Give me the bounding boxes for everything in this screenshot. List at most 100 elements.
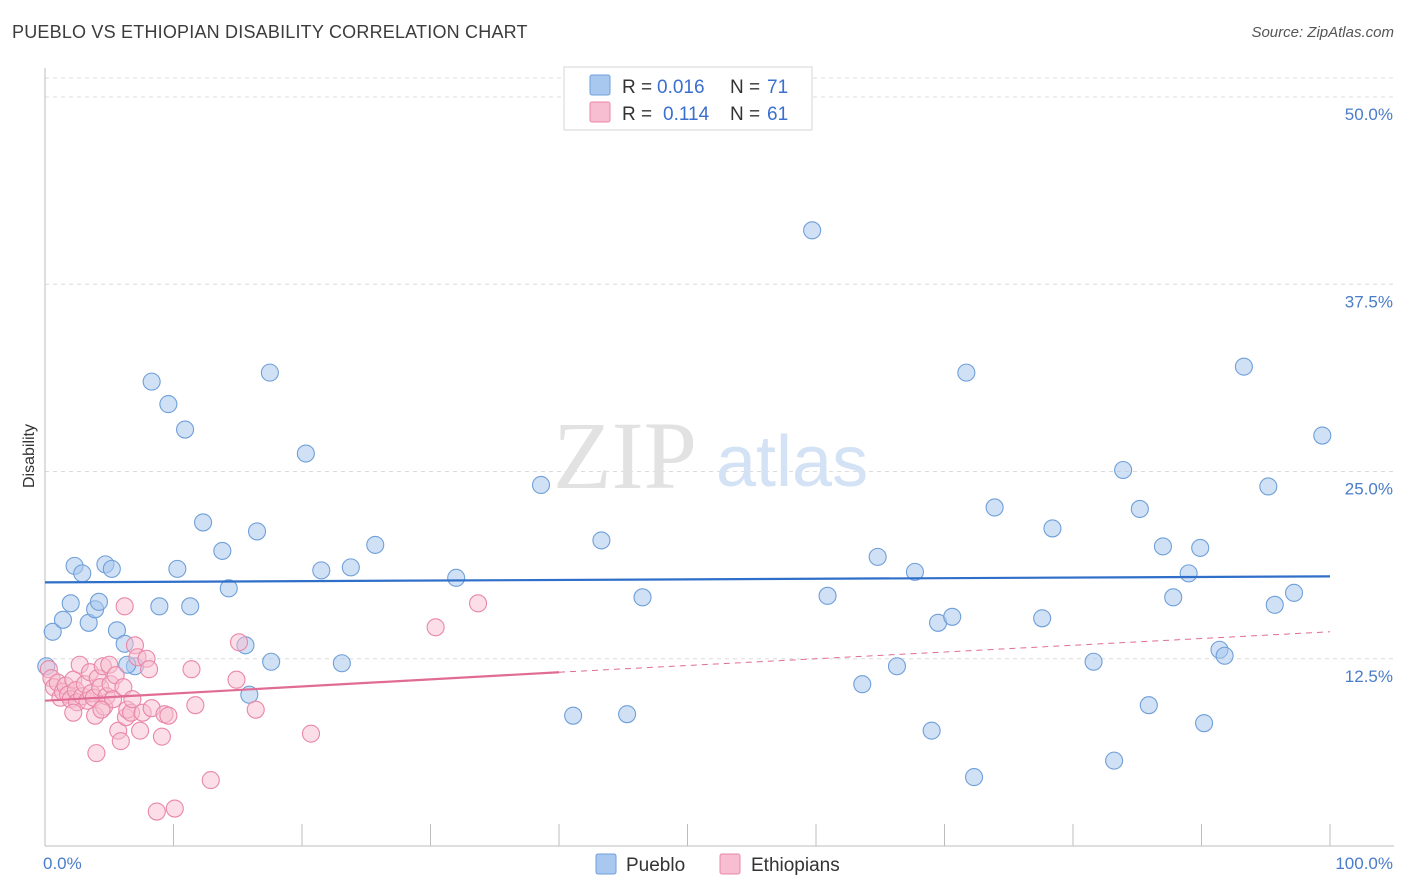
pueblo-point-45 xyxy=(922,721,941,740)
pueblo-point-32 xyxy=(366,535,385,554)
pueblo-point-38 xyxy=(633,588,652,607)
pueblo-point-41 xyxy=(853,675,872,694)
pueblo-point-10 xyxy=(102,559,121,578)
pueblo-point-65 xyxy=(1234,357,1253,376)
legend-n-label-pueblo: N = xyxy=(730,77,760,98)
pueblo-point-61 xyxy=(1191,538,1210,557)
pueblo-point-55 xyxy=(1114,460,1133,480)
pueblo-point-58 xyxy=(1153,537,1172,556)
y-tick-label-0: 12.5% xyxy=(1345,667,1393,686)
legend-n-value-ethiopians: 61 xyxy=(767,104,788,125)
pueblo-point-62 xyxy=(1195,714,1214,733)
pueblo-point-1 xyxy=(43,622,62,641)
pueblo-point-68 xyxy=(1284,583,1304,602)
pueblo-point-42 xyxy=(868,547,887,566)
pueblo-point-30 xyxy=(332,654,351,673)
pueblo-point-21 xyxy=(213,541,232,560)
ethiopians-point-46 xyxy=(152,727,171,746)
pueblo-point-40 xyxy=(818,586,837,605)
y-tick-label-3: 50.0% xyxy=(1345,105,1393,124)
pueblo-point-18 xyxy=(176,420,195,439)
ethiopians-point-45 xyxy=(147,802,166,821)
ethiopians-point-33 xyxy=(115,597,134,616)
chart-title: PUEBLO VS ETHIOPIAN DISABILITY CORRELATI… xyxy=(12,22,528,42)
pueblo-point-19 xyxy=(181,597,200,616)
ethiopians-point-28 xyxy=(104,690,123,709)
pueblo-point-26 xyxy=(260,363,279,382)
pueblo-point-17 xyxy=(168,559,187,578)
legend-box: R = 0.016 N = 71 R = 0.114 N = 61 xyxy=(563,66,813,131)
bottom-legend-label-ethiopians: Ethiopians xyxy=(751,855,840,876)
ethiopians-point-53 xyxy=(227,670,246,689)
pueblo-point-36 xyxy=(592,531,611,550)
pueblo-point-60 xyxy=(1179,564,1198,583)
pueblo-point-48 xyxy=(957,363,976,382)
pueblo-point-29 xyxy=(312,561,331,580)
axes xyxy=(44,68,1394,847)
ethiopians-point-43 xyxy=(140,660,159,679)
ethiopians-point-40 xyxy=(131,721,150,740)
pueblo-point-44 xyxy=(905,562,924,581)
pueblo-point-8 xyxy=(89,592,109,611)
legend-n-value-pueblo: 71 xyxy=(767,77,788,98)
pueblo-point-52 xyxy=(1043,519,1062,538)
pueblo-point-57 xyxy=(1139,696,1158,715)
pueblo-point-22 xyxy=(219,579,238,598)
pueblo-point-31 xyxy=(341,558,360,577)
pueblo-point-27 xyxy=(262,652,281,671)
pueblo-point-56 xyxy=(1130,499,1149,519)
series-pueblo-points xyxy=(37,221,1332,787)
ethiopians-point-56 xyxy=(301,724,321,743)
legend-r-label-ethiopians: R = xyxy=(622,104,652,125)
pueblo-point-33 xyxy=(447,568,466,587)
pueblo-point-28 xyxy=(296,444,315,463)
pueblo-point-2 xyxy=(53,610,73,629)
y-tick-label-2: 37.5% xyxy=(1345,292,1393,311)
ethiopians-point-49 xyxy=(165,799,184,818)
pueblo-point-59 xyxy=(1164,588,1183,607)
bottom-legend-swatch-ethiopians xyxy=(719,853,741,875)
legend-r-value-ethiopians: 0.114 xyxy=(663,104,710,125)
pueblo-point-53 xyxy=(1084,652,1103,671)
legend-n-label-ethiopians: N = xyxy=(730,104,760,125)
legend-r-label-pueblo: R = xyxy=(622,77,652,98)
legend-swatch-pueblo xyxy=(589,74,611,96)
ethiopians-point-58 xyxy=(468,594,488,613)
ethiopians-point-57 xyxy=(426,618,445,637)
pueblo-point-67 xyxy=(1265,595,1284,614)
trend-line-ethiopians-solid xyxy=(44,671,560,702)
pueblo-point-3 xyxy=(61,594,80,613)
trend-line-pueblo xyxy=(44,575,1331,584)
legend-r-value-pueblo: 0.016 xyxy=(657,77,705,98)
series-ethiopians-points xyxy=(39,594,488,821)
pueblo-point-14 xyxy=(142,372,161,391)
pueblo-point-39 xyxy=(803,221,822,240)
watermark-atlas-text: atlas xyxy=(716,422,868,502)
pueblo-point-51 xyxy=(1033,609,1052,628)
pueblo-point-47 xyxy=(943,607,962,626)
pueblo-point-35 xyxy=(564,706,583,725)
pueblo-point-20 xyxy=(194,513,213,532)
ethiopians-point-54 xyxy=(229,633,249,652)
x-tick-label-1: 100.0% xyxy=(1335,854,1393,873)
ethiopians-point-50 xyxy=(182,660,201,679)
ethiopians-point-55 xyxy=(246,700,265,719)
watermark-zip-text: ZIP xyxy=(553,402,697,509)
ethiopians-point-59 xyxy=(64,703,83,722)
bottom-legend-swatch-pueblo xyxy=(595,853,617,875)
ethiopians-point-60 xyxy=(92,700,111,719)
trend-lines xyxy=(44,575,1331,702)
x-tick-label-0: 0.0% xyxy=(43,854,82,873)
pueblo-point-25 xyxy=(247,522,267,541)
pueblo-point-5 xyxy=(73,564,92,583)
y-tick-label-1: 25.0% xyxy=(1345,480,1393,499)
pueblo-point-54 xyxy=(1105,751,1124,770)
pueblo-point-49 xyxy=(965,768,984,787)
ethiopians-point-31 xyxy=(111,732,130,751)
chart-source: Source: ZipAtlas.com xyxy=(1251,24,1394,41)
pueblo-point-11 xyxy=(107,621,127,640)
pueblo-point-64 xyxy=(1215,646,1234,665)
pueblo-point-66 xyxy=(1259,477,1278,496)
watermark: ZIP atlas xyxy=(553,402,868,509)
